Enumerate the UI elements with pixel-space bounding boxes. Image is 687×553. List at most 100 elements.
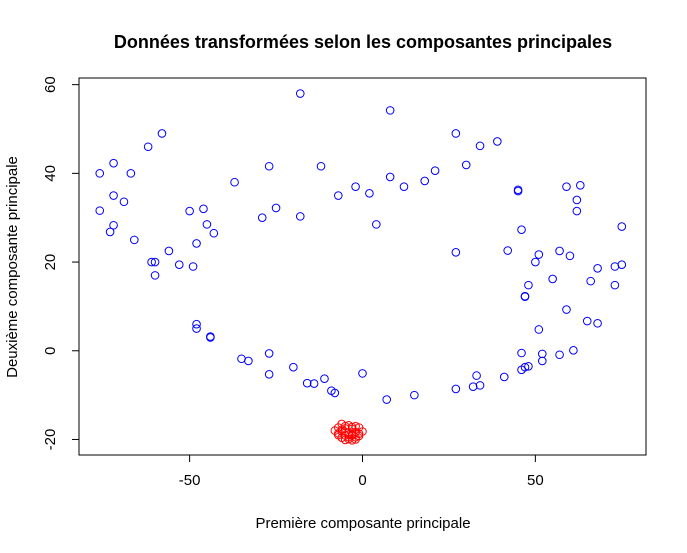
data-point [164,246,174,256]
data-point [503,246,513,255]
y-tick-label: 40 [42,165,59,182]
x-axis-label: Première composante principale [255,515,470,532]
data-point [534,250,544,259]
data-point [95,206,105,215]
data-point [147,257,156,267]
y-axis-label: Deuxième composante principale [4,156,21,378]
data-point [513,186,523,196]
data-point [593,318,602,328]
data-point [351,182,360,191]
data-point [524,280,533,290]
data-point [420,176,430,186]
data-point [150,257,160,267]
data-point [109,191,118,200]
data-point [451,248,461,257]
data-point [257,213,267,223]
data-point [572,195,582,205]
data-point [302,378,312,388]
data-point [385,106,395,115]
data-point [295,212,305,221]
data-point [430,166,440,175]
data-point [109,220,118,230]
data-point [499,372,509,382]
data-point [354,431,364,441]
x-tick-label: 50 [527,472,544,489]
data-point [468,382,478,391]
data-point [517,348,526,358]
data-point [289,362,298,372]
x-tick-label: -50 [179,472,201,489]
data-point [475,141,485,151]
y-tick-label: 0 [42,347,59,355]
data-point [399,182,409,191]
data-point [562,182,571,191]
data-point [230,177,239,187]
data-point [358,369,367,378]
data-point [174,260,184,270]
data-point [610,280,620,290]
data-point [569,346,578,355]
data-point [382,395,392,404]
data-point [244,356,253,366]
data-point [295,89,305,98]
data-point [572,206,582,216]
data-point [548,274,557,284]
x-tick-label: 0 [358,472,366,489]
data-point [517,225,526,234]
data-point [344,430,353,439]
data-point [461,160,471,170]
data-point [130,235,139,245]
data-point [199,204,208,214]
data-point [537,356,547,366]
x-axis: -50 0 50 [179,454,544,489]
data-point [188,262,198,271]
y-tick-label: -20 [42,429,59,451]
y-axis: -20 0 20 40 60 [42,76,80,451]
data-point [517,365,526,375]
data-point [185,206,194,216]
data-point [150,271,160,280]
data-point [157,129,167,138]
data-point [271,203,281,213]
data-point [192,324,201,333]
data-point [451,384,461,394]
data-point [593,263,602,273]
data-point [576,181,585,190]
data-point [192,319,201,329]
data-point [475,381,485,390]
data-point [95,169,105,178]
data-point [617,222,627,231]
data-point [565,251,575,261]
data-point [617,260,627,270]
data-point [582,316,592,326]
data-point [316,161,326,171]
plot-frame [78,77,647,456]
data-point [320,374,329,384]
data-point [537,349,547,359]
data-point [410,390,419,400]
data-point [555,350,564,360]
data-point [126,169,136,178]
data-point [385,172,395,182]
data-point [264,369,274,379]
data-point [344,432,353,442]
data-point [555,246,564,256]
data-point [347,422,357,432]
y-tick-label: 60 [42,76,59,93]
data-point [493,137,502,146]
data-point [472,371,481,380]
data-point [264,349,274,358]
data-point [119,197,129,207]
data-point [209,228,219,238]
data-point [586,276,595,286]
data-point [143,142,153,152]
data-point [330,388,340,398]
data-point [562,305,571,314]
data-point [206,333,215,342]
data-point [524,361,533,371]
data-point [264,161,274,171]
data-point [372,220,381,229]
data-point [105,227,115,237]
data-point [109,158,118,168]
